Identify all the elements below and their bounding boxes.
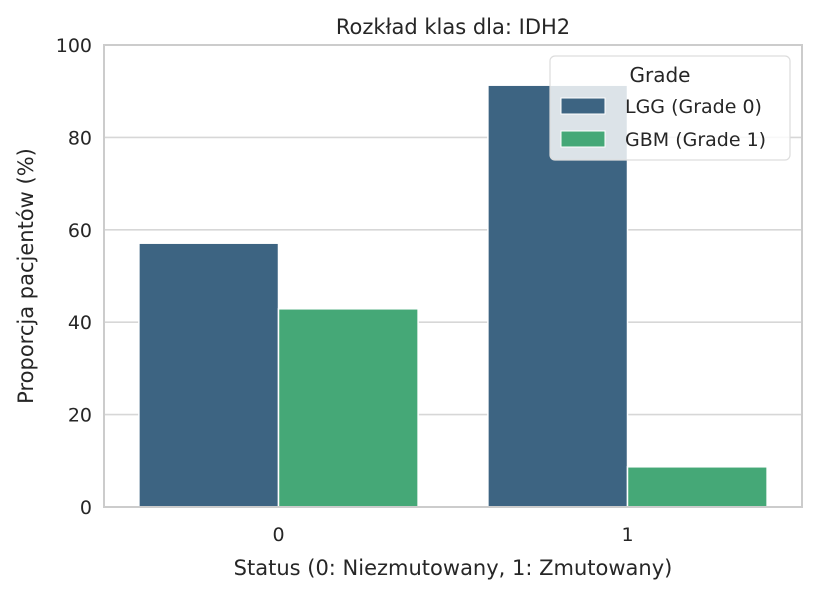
- bar-gbm-0: [277, 308, 419, 508]
- y-tick-label: 20: [68, 405, 92, 427]
- y-tick-label: 0: [80, 497, 92, 519]
- y-tick-label: 80: [68, 127, 92, 149]
- plot-frame: [103, 44, 803, 508]
- y-tick-label: 60: [68, 220, 92, 242]
- legend-label-lgg: LGG (Grade 0): [625, 96, 762, 118]
- y-tick-label: 100: [56, 35, 92, 57]
- legend-title: Grade: [630, 63, 691, 87]
- bar-lgg-0: [138, 242, 280, 508]
- legend-swatch-lgg: [560, 97, 606, 115]
- x-tick-label: 0: [272, 524, 284, 546]
- legend: Grade LGG (Grade 0) GBM (Grade 1): [549, 55, 791, 161]
- bar-gbm-1: [626, 466, 768, 508]
- chart-title: Rozkład klas dla: IDH2: [336, 15, 570, 39]
- y-axis-label: Proporcja pacjentów (%): [14, 148, 38, 404]
- plot-area: 0 20 40 60 80 100 0 1 Grade LGG (Grade 0) GBM (Gra…: [56, 35, 803, 546]
- legend-box: [549, 55, 791, 161]
- legend-swatch-gbm: [560, 130, 606, 148]
- y-tick-label: 40: [68, 312, 92, 334]
- x-tick-label: 1: [621, 524, 633, 546]
- x-axis-label: Status (0: Niezmutowany, 1: Zmutowany): [234, 556, 673, 580]
- legend-label-gbm: GBM (Grade 1): [625, 129, 766, 151]
